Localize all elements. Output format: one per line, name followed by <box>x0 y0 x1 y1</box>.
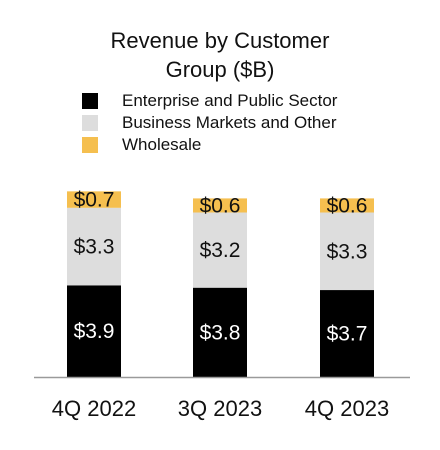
x-tick-label-4q-2023: 4Q 2023 <box>305 396 389 421</box>
data-label-wholesale-4q-2022: $0.7 <box>74 189 115 212</box>
bar-business-markets-and-other-4q-2022 <box>67 207 121 286</box>
data-label-wholesale-3q-2023: $0.6 <box>200 194 241 217</box>
legend-label-enterprise: Enterprise and Public Sector <box>122 91 338 110</box>
x-tick-label-4q-2022: 4Q 2022 <box>52 396 136 421</box>
data-label-enterprise-and-public-sector-4q-2022: $3.9 <box>74 320 115 343</box>
data-label-business-markets-and-other-4q-2023: $3.3 <box>327 240 368 263</box>
bar-wholesale-4q-2022 <box>67 191 121 208</box>
bar-enterprise-and-public-sector-3q-2023 <box>193 287 247 377</box>
legend-label-wholesale: Wholesale <box>122 135 202 154</box>
chart-title: Revenue by Customer Group ($B) <box>0 26 440 84</box>
bar-wholesale-3q-2023 <box>193 198 247 213</box>
bar-wholesale-4q-2023 <box>320 198 374 213</box>
chart-title-line-1: Revenue by Customer <box>110 28 330 53</box>
data-label-business-markets-and-other-3q-2023: $3.2 <box>200 239 241 262</box>
bar-business-markets-and-other-4q-2023 <box>320 212 374 291</box>
legend-swatch-enterprise <box>82 93 98 109</box>
legend-label-business-markets: Business Markets and Other <box>122 113 337 132</box>
data-label-wholesale-4q-2023: $0.6 <box>327 194 368 217</box>
bar-enterprise-and-public-sector-4q-2023 <box>320 290 374 377</box>
chart-title-line-2: Group ($B) <box>165 57 275 82</box>
bar-business-markets-and-other-3q-2023 <box>193 212 247 288</box>
data-label-business-markets-and-other-4q-2022: $3.3 <box>74 236 115 259</box>
data-label-enterprise-and-public-sector-4q-2023: $3.7 <box>327 323 368 346</box>
legend-swatch-business-markets <box>82 115 98 131</box>
data-label-enterprise-and-public-sector-3q-2023: $3.8 <box>200 321 241 344</box>
x-tick-label-3q-2023: 3Q 2023 <box>178 396 262 421</box>
bar-enterprise-and-public-sector-4q-2022 <box>67 285 121 377</box>
legend-swatch-wholesale <box>82 137 98 153</box>
